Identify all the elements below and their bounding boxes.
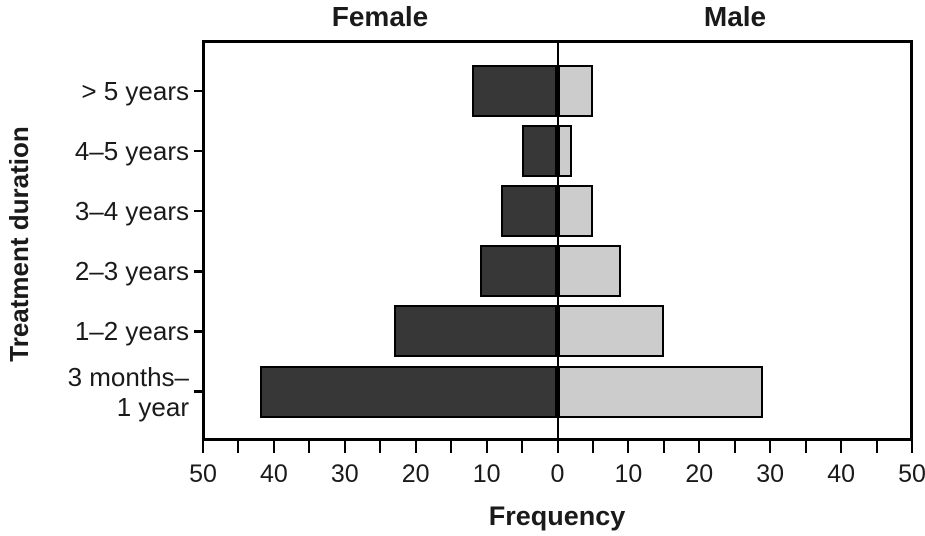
category-label-line: 4–5 years bbox=[74, 136, 189, 167]
x-axis-tick bbox=[698, 440, 701, 453]
category-label: 3 months– 1 year bbox=[0, 362, 189, 422]
x-axis-tick bbox=[804, 440, 807, 453]
category-label: 4–5 years bbox=[0, 136, 189, 166]
x-tick-label: 20 bbox=[685, 460, 714, 488]
category-label-line: 1 year bbox=[116, 391, 189, 422]
x-tick-label: 40 bbox=[259, 460, 288, 488]
category-label-line: 3 months– bbox=[67, 361, 189, 392]
x-tick-label: 30 bbox=[330, 460, 359, 488]
male-bar bbox=[557, 365, 764, 418]
male-bar bbox=[557, 185, 593, 238]
y-axis-tick bbox=[194, 390, 203, 393]
male-column-header: Male bbox=[703, 1, 767, 32]
x-axis-tick bbox=[485, 440, 488, 453]
x-axis-tick bbox=[521, 440, 524, 453]
category-label: 2–3 years bbox=[0, 256, 189, 286]
x-axis-title: Frequency bbox=[488, 501, 626, 531]
female-bar bbox=[522, 125, 558, 178]
axis-center-line bbox=[556, 42, 559, 440]
category-label: 1–2 years bbox=[0, 316, 189, 346]
x-axis-tick bbox=[875, 440, 878, 453]
male-bar bbox=[557, 125, 572, 178]
x-axis-tick bbox=[627, 440, 630, 453]
x-axis-tick bbox=[840, 440, 843, 453]
y-axis-tick bbox=[194, 270, 203, 273]
female-bar bbox=[259, 365, 558, 418]
x-axis-tick bbox=[343, 440, 346, 453]
male-bar bbox=[557, 245, 622, 298]
category-label-line: 2–3 years bbox=[74, 256, 189, 287]
category-label-line: 1–2 years bbox=[74, 316, 189, 347]
x-tick-label: 50 bbox=[898, 460, 925, 488]
x-axis-tick bbox=[911, 440, 913, 453]
y-axis-tick bbox=[194, 330, 203, 333]
y-axis-tick bbox=[194, 89, 203, 93]
male-bar bbox=[557, 305, 664, 358]
y-axis-tick bbox=[194, 149, 203, 153]
x-tick-label: 20 bbox=[401, 460, 430, 488]
category-label-line: > 5 years bbox=[81, 76, 189, 106]
x-axis-tick bbox=[769, 440, 772, 453]
x-axis-tick bbox=[272, 440, 275, 453]
category-label-line: 3–4 years bbox=[74, 196, 189, 227]
x-axis-tick bbox=[379, 440, 382, 453]
x-axis-tick bbox=[556, 440, 559, 453]
x-axis-tick bbox=[202, 440, 204, 453]
x-tick-label: 40 bbox=[827, 460, 855, 488]
x-tick-label: 10 bbox=[614, 460, 643, 488]
x-axis-tick bbox=[237, 440, 240, 453]
male-bar bbox=[557, 65, 593, 117]
x-tick-label: 30 bbox=[756, 460, 785, 488]
y-axis-tick bbox=[194, 209, 203, 213]
category-label: 3–4 years bbox=[0, 196, 189, 226]
x-axis-tick bbox=[414, 440, 417, 453]
x-tick-label: 0 bbox=[550, 460, 565, 488]
female-bar bbox=[472, 65, 558, 117]
x-axis-tick bbox=[733, 440, 736, 453]
female-bar bbox=[500, 185, 558, 238]
category-label: > 5 years bbox=[0, 76, 189, 106]
female-bar bbox=[479, 245, 558, 298]
x-tick-label: 50 bbox=[189, 460, 217, 488]
x-tick-label: 10 bbox=[472, 460, 501, 488]
x-axis-tick bbox=[308, 440, 311, 453]
female-bar bbox=[394, 305, 558, 358]
x-axis-tick bbox=[591, 440, 594, 453]
x-axis-tick bbox=[450, 440, 453, 453]
x-axis-tick bbox=[662, 440, 665, 453]
female-column-header: Female bbox=[331, 1, 429, 32]
